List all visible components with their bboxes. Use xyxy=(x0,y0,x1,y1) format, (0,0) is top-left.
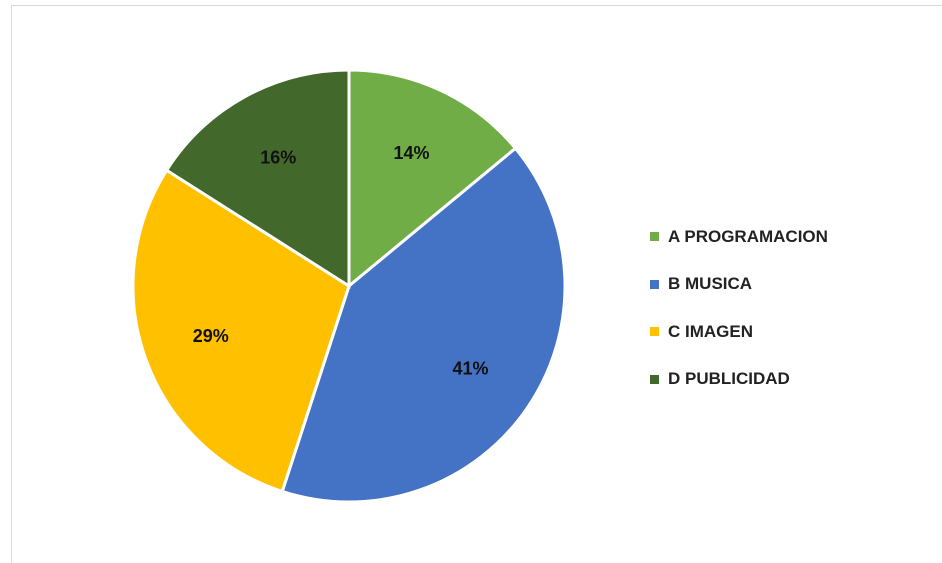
legend-swatch xyxy=(650,232,659,242)
legend-label: B MUSICA xyxy=(668,274,753,294)
data-label: 41% xyxy=(452,359,488,379)
pie-slice-d-publicidad xyxy=(164,68,351,289)
legend-label: A PROGRAMACION xyxy=(668,226,828,246)
legend-item-c-imagen: C IMAGEN xyxy=(650,308,828,356)
data-label: 14% xyxy=(394,143,430,163)
pie-slice-b-musica xyxy=(280,146,567,504)
data-label: 16% xyxy=(260,147,296,167)
legend-swatch xyxy=(650,374,659,384)
legend-swatch xyxy=(650,279,659,289)
pie-slice-a-programacion xyxy=(347,68,518,290)
legend-label: C IMAGEN xyxy=(668,321,753,341)
legend-item-a-programacion: A PROGRAMACION xyxy=(650,213,828,261)
legend: A PROGRAMACION B MUSICA C IMAGEN D PUBLI… xyxy=(650,213,828,403)
legend-item-b-musica: B MUSICA xyxy=(650,261,828,309)
legend-label: D PUBLICIDAD xyxy=(668,369,790,389)
legend-swatch xyxy=(650,327,659,337)
pie-slice-c-imagen xyxy=(131,168,351,494)
legend-item-d-publicidad: D PUBLICIDAD xyxy=(650,356,828,404)
chart-frame xyxy=(11,5,942,563)
data-label: 29% xyxy=(193,326,229,346)
